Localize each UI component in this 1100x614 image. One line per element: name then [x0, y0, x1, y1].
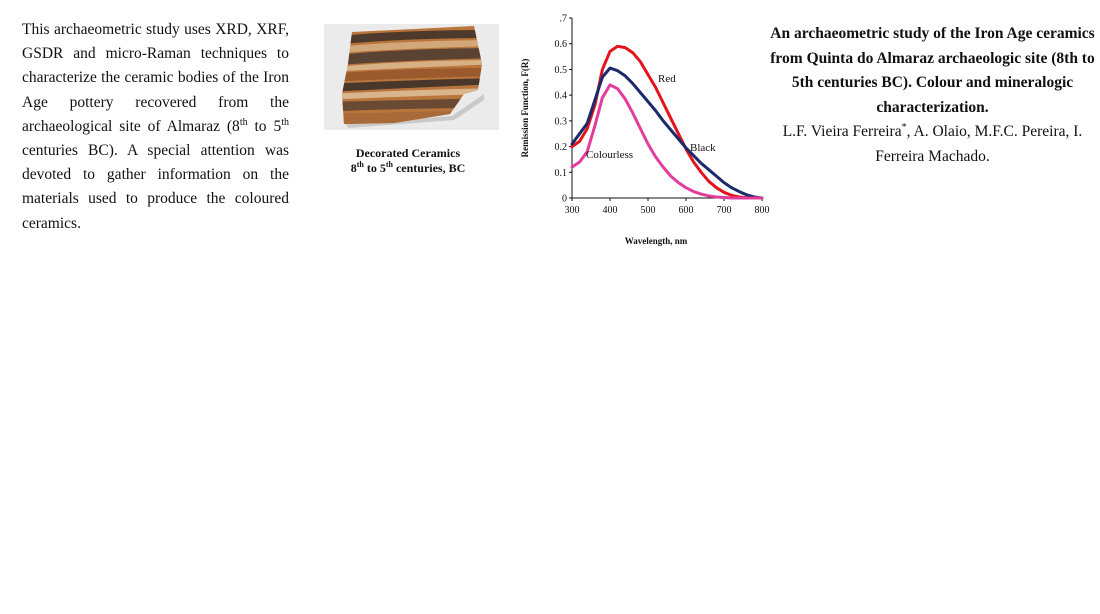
caption-to: to 5	[363, 161, 386, 175]
y-tick-label: 0.6	[555, 39, 568, 50]
y-tick-label: 0.5	[555, 65, 568, 76]
y-tick-label: 0.3	[555, 116, 568, 127]
abstract-part-1: This archaeometric study uses XRD, XRF, …	[22, 21, 289, 135]
x-tick-label: 400	[603, 205, 618, 216]
abstract-part-3: centuries BC). A special attention was d…	[22, 142, 289, 232]
caption-start-century: 8	[350, 161, 357, 175]
x-tick-label: 700	[717, 205, 732, 216]
abstract-text: This archaeometric study uses XRD, XRF, …	[22, 18, 289, 236]
ceramic-sherd-image	[342, 26, 484, 128]
series-line-colourless	[570, 83, 764, 200]
y-tick-label: 0.2	[555, 142, 568, 153]
figure-caption: Decorated Ceramics 8th to 5th centuries,…	[318, 146, 498, 176]
y-axis-label: Remission Function, F(R)	[520, 59, 530, 158]
caption-line-1: Decorated Ceramics	[355, 146, 461, 160]
series-label-red: Red	[658, 73, 676, 85]
series-line-red	[570, 44, 764, 200]
abstract-part-2: to 5	[247, 117, 282, 135]
authors: L.F. Vieira Ferreira*, A. Olaio, M.F.C. …	[770, 120, 1095, 169]
authors-rest: , A. Olaio, M.F.C. Pereira, I. Ferreira …	[875, 123, 1083, 165]
x-tick-label: 800	[755, 205, 770, 216]
abstract-sup-1: th	[239, 116, 248, 128]
y-tick-label: 0.1	[555, 168, 568, 179]
x-tick-label: 600	[679, 205, 694, 216]
paper-title: An archaeometric study of the Iron Age c…	[770, 25, 1095, 116]
caption-line-2: 8th to 5th centuries, BC	[318, 161, 498, 176]
y-tick-label: 0.4	[555, 91, 568, 102]
caption-sup-1: th	[356, 160, 364, 169]
x-axis-ticks: 300 400 500 600 700 800	[565, 198, 770, 216]
chart-series	[570, 44, 764, 200]
y-tick-label: 0	[562, 194, 567, 205]
caption-rest: centuries, BC	[392, 161, 466, 175]
y-tick-label: .7	[560, 14, 568, 25]
title-block: An archaeometric study of the Iron Age c…	[770, 22, 1095, 169]
series-label-colourless: Colourless	[586, 149, 633, 161]
x-tick-label: 300	[565, 205, 580, 216]
series-label-black: Black	[690, 142, 716, 154]
x-tick-label: 500	[641, 205, 656, 216]
series-labels: Red Black Colourless	[586, 73, 716, 161]
y-axis-ticks: 0 0.1 0.2 0.3 0.4 0.5 0.6 .7	[555, 14, 572, 205]
x-axis-label: Wavelength, nm	[625, 236, 688, 246]
ceramic-sherd-photo	[324, 24, 499, 130]
series-line-black	[570, 66, 764, 200]
authors-asterisk: *	[901, 121, 907, 133]
abstract-sup-2: th	[281, 116, 289, 128]
caption-sup-2: th	[385, 160, 393, 169]
remission-chart: 0 0.1 0.2 0.3 0.4 0.5 0.6 .7 300 400 500 600 700 800…	[520, 14, 770, 247]
authors-first: L.F. Vieira Ferreira	[782, 123, 902, 140]
